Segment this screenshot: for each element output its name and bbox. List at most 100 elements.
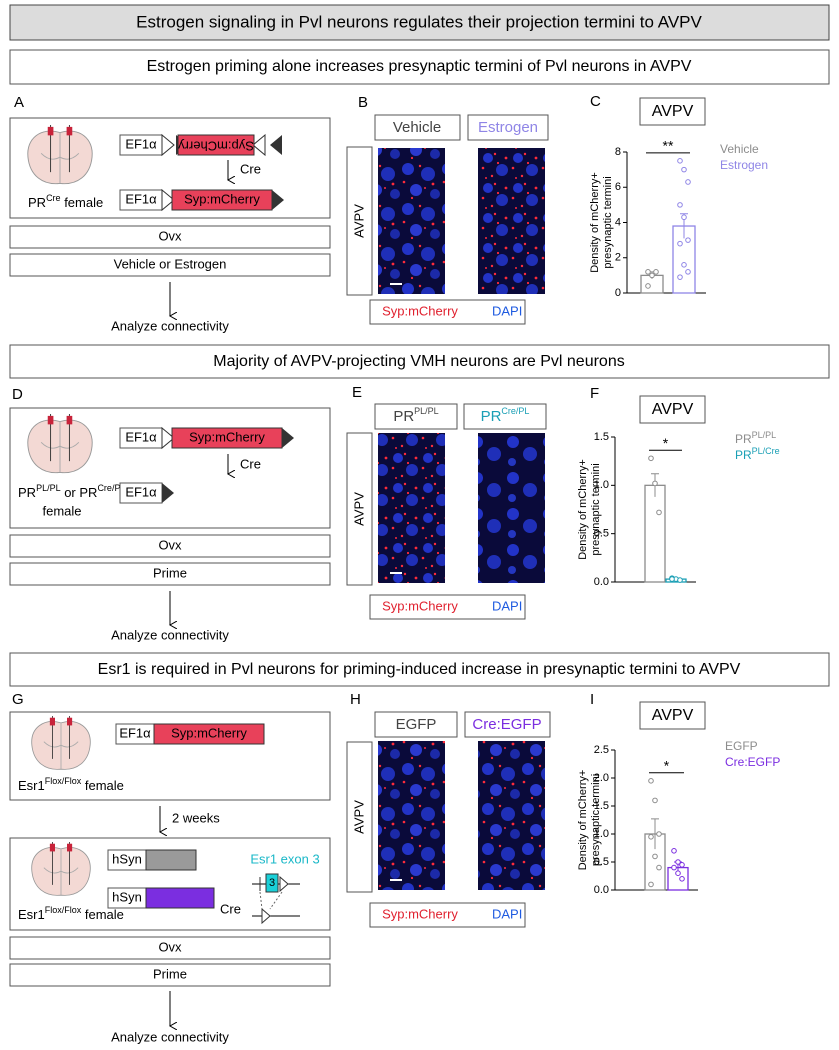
data-point [648,778,654,784]
delay: 2 weeks [172,810,220,825]
group-box [374,403,458,430]
gene: Syp:mCherry [171,725,247,740]
section-title: Esr1 is required in Pvl neurons for prim… [98,661,741,678]
step-box [9,253,331,277]
y-tick-label: 2 [615,252,621,264]
y-tick-label: 0 [615,287,621,299]
group: Estrogen [478,119,538,136]
chart-title: AVPV [652,401,694,418]
mouse-label: PRCre female [28,193,103,210]
group-box [374,711,458,738]
stain: Syp:mCherry [382,598,458,613]
step-box [9,562,331,586]
micrograph [378,148,445,294]
outcome: Analyze connectivity [111,627,229,642]
group-box [374,114,461,141]
data-point [681,166,687,173]
micrograph [378,741,445,890]
gene: Syp:mCherry [189,429,265,444]
bar [644,484,666,583]
y-tick-label: 1.5 [594,800,609,812]
gene-box [153,723,265,745]
step-box [9,963,331,987]
data-point [656,864,662,871]
group: Cre:EGFP [472,716,541,733]
data-point [675,870,681,877]
data-point [648,881,654,888]
legend-name: PR [735,432,752,446]
gene-box [145,849,197,871]
lox-site [162,483,174,503]
stain: DAPI [492,598,522,613]
stain-box [369,594,526,620]
legend-entry: EGFP [725,739,758,753]
data-point [677,202,683,208]
y-tick-label: 2.5 [594,744,609,756]
data-point [652,853,658,860]
stain-box [369,902,526,928]
step-box [9,225,331,249]
region: AVPV [351,204,366,238]
data-point [685,237,691,243]
legend-entry: PRPL/Cre [735,446,780,462]
group: Vehicle [393,119,441,136]
region-box [346,741,373,893]
step: Ovx [158,537,182,552]
significance: ** [663,138,674,154]
mouse-label: female [42,503,81,518]
data-point [681,262,687,268]
panel-label: I [590,691,594,708]
y-axis-label: Density of mCherry+ [577,459,589,560]
promoter: EF1α [125,191,157,206]
region-box [346,146,373,296]
y-tick-label: 1.0 [594,828,609,840]
y-tick-label: 0.5 [594,528,609,540]
recombination-line [259,891,283,910]
title-box [639,701,706,730]
data-point [645,269,651,275]
y-axis-label: presynaptic termini [602,176,614,268]
y-tick-label: 6 [615,181,621,193]
group-box [467,114,549,141]
exon-label: Esr1 exon 3 [250,851,319,866]
panel-label: G [12,691,24,708]
recombinase: Cre [240,161,261,176]
lox-site [259,875,289,893]
step: Prime [153,966,187,981]
y-tick-label: 0.5 [594,856,609,868]
title-box [639,395,706,424]
data-point [671,864,677,871]
gene-box [145,887,215,909]
micrograph [378,433,445,583]
stain: DAPI [492,303,522,318]
step-box [9,534,331,558]
data-point [679,862,685,868]
panel-label: D [12,386,23,403]
micrograph [478,741,545,890]
gene-box [177,134,255,156]
stain-box [369,299,526,325]
mouse-label: Esr1Flox/Flox female [18,776,124,793]
y-tick-label: 0.0 [594,884,609,896]
data-point [649,272,655,279]
legend-name: EGFP [725,739,758,753]
legend-entry: Estrogen [720,158,768,172]
data-point [685,269,691,275]
legend-name: Vehicle [720,142,759,156]
section-title: Estrogen priming alone increases presyna… [147,58,692,75]
y-axis-label: presynaptic termini [590,774,602,866]
panel-label: C [590,93,601,110]
section-box [9,344,830,379]
region-box [346,432,373,586]
data-point [679,876,685,882]
data-point [648,834,654,840]
legend-name: Estrogen [720,158,768,172]
step: Ovx [158,228,182,243]
data-point [675,859,681,865]
recombinase: Cre [220,901,241,916]
group-box [463,403,547,430]
legend-sup: PL/Cre [752,446,780,456]
promoter: EF1α [125,136,157,151]
y-axis-label: presynaptic termini [590,463,602,555]
